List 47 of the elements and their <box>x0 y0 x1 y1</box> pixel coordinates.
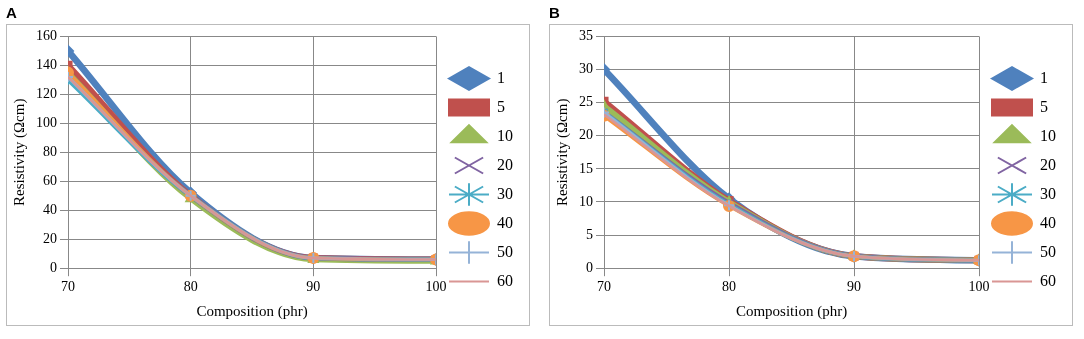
y-tick-label: 25 <box>579 94 593 110</box>
legend-label: 60 <box>1040 271 1056 289</box>
y-tick-label: 60 <box>43 172 57 188</box>
legend-label: 1 <box>1040 68 1048 86</box>
legend-label: 50 <box>497 242 513 260</box>
y-tick-label: 80 <box>43 143 57 159</box>
y-tick-label: 20 <box>43 230 57 246</box>
y-tick-label: 35 <box>579 28 593 44</box>
y-tick-label: 0 <box>50 259 57 275</box>
y-tick-label: 160 <box>36 28 57 44</box>
x-tick-label: 80 <box>722 279 736 295</box>
y-tick-label: 100 <box>36 115 57 130</box>
x-axis-title: Composition (phr) <box>196 302 308 320</box>
y-tick-label: 5 <box>586 226 593 242</box>
x-tick-label: 90 <box>847 279 861 295</box>
y-tick-label: 30 <box>579 61 593 77</box>
x-tick-label: 100 <box>968 279 990 295</box>
x-tick-label: 90 <box>306 279 321 295</box>
y-tick-label: 40 <box>43 201 57 217</box>
y-axis-title: Resistivity (Ωcm) <box>553 98 571 206</box>
legend-label: 30 <box>497 184 513 202</box>
y-tick-label: 140 <box>36 57 57 73</box>
legend-label: 30 <box>1040 184 1056 202</box>
x-tick-label: 70 <box>61 279 75 295</box>
y-tick-label: 15 <box>579 160 593 176</box>
legend-label: 20 <box>1040 155 1056 173</box>
legend-label: 60 <box>497 271 513 289</box>
legend-label: 20 <box>497 155 513 173</box>
legend-label: 5 <box>497 97 505 115</box>
y-axis-title: Resistivity (Ωcm) <box>10 98 28 206</box>
x-tick-label: 80 <box>183 279 198 295</box>
x-tick-label: 70 <box>597 279 611 295</box>
legend-label: 10 <box>497 126 513 144</box>
y-tick-label: 0 <box>586 259 593 275</box>
y-tick-label: 10 <box>579 193 593 209</box>
chart-title: A <box>6 4 18 23</box>
y-tick-label: 120 <box>36 86 57 102</box>
y-tick-label: 20 <box>579 127 593 143</box>
x-tick-label: 100 <box>425 279 447 295</box>
chart-title: B <box>549 4 561 23</box>
x-axis-title: Composition (phr) <box>735 302 848 320</box>
legend-label: 5 <box>1040 97 1048 115</box>
legend-label: 10 <box>1040 126 1056 144</box>
legend-label: 40 <box>497 213 513 231</box>
legend-label: 40 <box>1040 213 1056 231</box>
legend-label: 50 <box>1040 242 1056 260</box>
legend-label: 1 <box>497 68 505 86</box>
